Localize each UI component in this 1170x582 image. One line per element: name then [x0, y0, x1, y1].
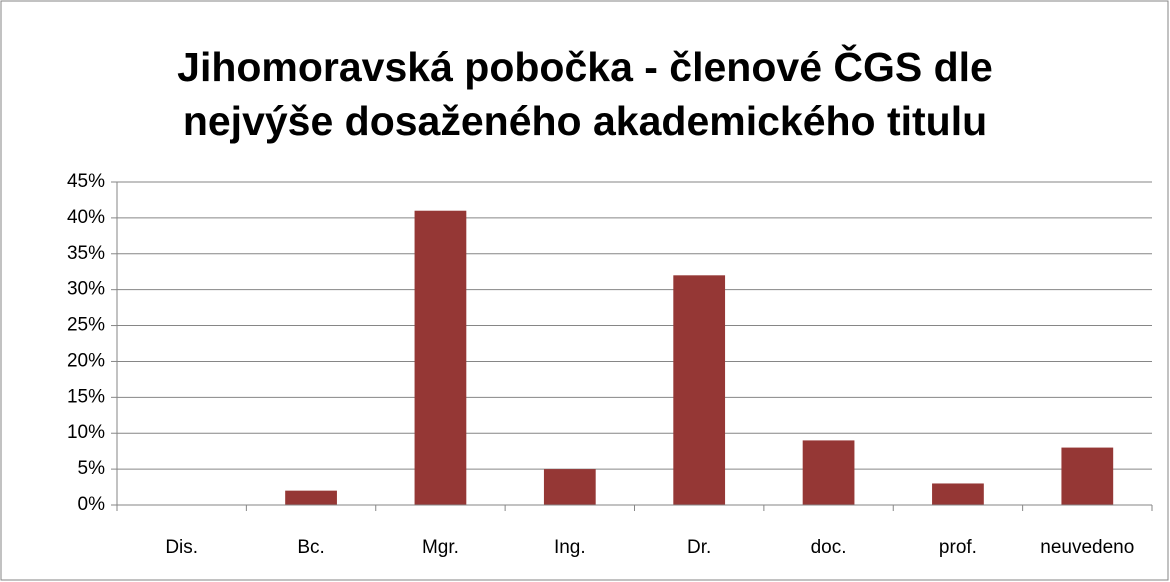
y-tick-label: 10%	[67, 422, 105, 443]
x-tick-label: Bc.	[297, 537, 324, 558]
x-tick-label: prof.	[939, 537, 977, 558]
x-tick-label: neuvedeno	[1040, 537, 1134, 558]
x-tick-label: doc.	[811, 537, 847, 558]
x-tick-label: Dr.	[687, 537, 711, 558]
y-tick-label: 35%	[67, 243, 105, 264]
bar	[285, 490, 337, 505]
bar	[543, 469, 596, 505]
bar	[802, 440, 855, 505]
bar	[414, 210, 467, 505]
chart-title: Jihomoravská pobočka - členové ČGS dle n…	[177, 44, 993, 144]
bar	[673, 275, 726, 505]
y-tick-label: 25%	[67, 315, 105, 336]
y-tick-label: 15%	[67, 386, 105, 407]
x-tick-label: Ing.	[554, 537, 586, 558]
y-tick-label: 40%	[67, 207, 105, 228]
y-tick-label: 0%	[78, 494, 106, 515]
y-tick-label: 20%	[67, 350, 105, 371]
y-tick-label: 5%	[78, 458, 106, 479]
y-tick-label: 30%	[67, 279, 105, 300]
y-tick-label: 45%	[67, 171, 105, 192]
x-tick-label: Dis.	[165, 537, 198, 558]
x-tick-label: Mgr.	[422, 537, 459, 558]
bar	[932, 483, 984, 505]
bar	[1061, 447, 1114, 505]
